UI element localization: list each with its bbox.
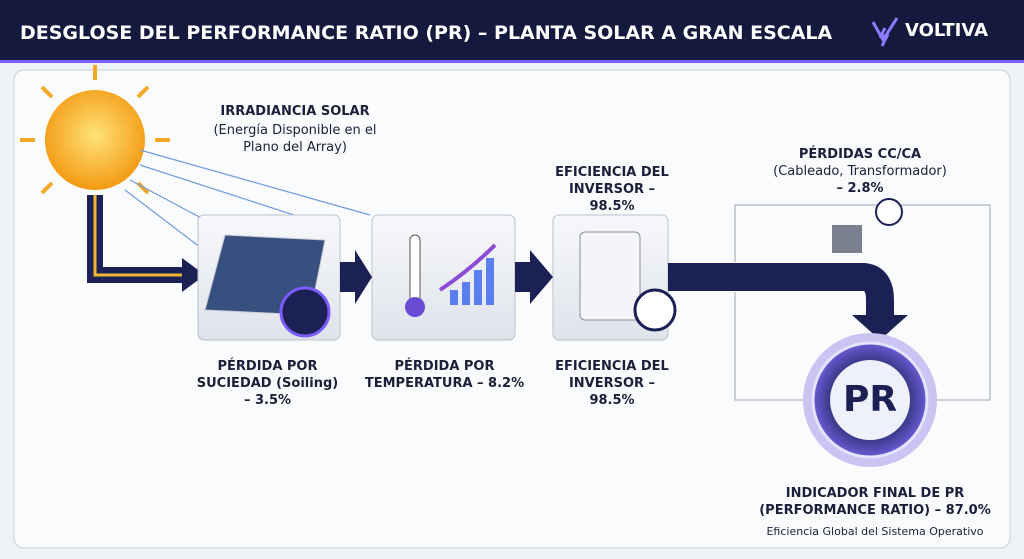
pr-subtitle: Eficiencia Global del Sistema Operativo <box>766 525 984 538</box>
arrows <box>340 250 553 304</box>
pr-title: INDICADOR FINAL DE PR (PERFORMANCE RATIO… <box>759 486 991 518</box>
title: DESGLOSE DEL PERFORMANCE RATIO (PR) – PL… <box>20 22 833 44</box>
flow-arrow <box>668 263 894 320</box>
brand-logo <box>871 17 899 47</box>
efficiency-icon <box>633 288 677 332</box>
arrow-glow <box>93 195 185 277</box>
sun <box>45 90 145 190</box>
inverter-bottom-label: EFICIENCIA DEL INVERSOR – 98.5% <box>555 359 669 408</box>
dc-ac-value: – 2.8% <box>836 181 884 196</box>
header-bar <box>0 0 1024 62</box>
inverter <box>579 231 641 321</box>
thermometer-bulb <box>405 297 425 317</box>
transformer <box>832 225 862 253</box>
pr-core <box>830 360 910 440</box>
trend-arrow <box>438 243 497 292</box>
dc-ac-frame <box>734 204 991 401</box>
gauge <box>279 286 331 338</box>
down-icon <box>875 198 903 226</box>
irradiance-subtitle: (Energía Disponible en el Plano del Arra… <box>213 123 377 155</box>
irradiance-title: IRRADIANCIA SOLAR <box>220 104 370 119</box>
pr-badge: PR <box>842 379 898 420</box>
header-line <box>0 60 1024 63</box>
thermometer <box>409 234 421 306</box>
dc-ac-subtitle: (Cableado, Transformador) <box>773 164 947 179</box>
dc-ac-title: PÉRDIDAS CC/CA <box>798 147 922 162</box>
arrow-head <box>182 258 205 292</box>
inverter-top-label: EFICIENCIA DEL INVERSOR – 98.5% <box>555 165 669 214</box>
bars-icon <box>450 258 494 305</box>
soiling-label: PÉRDIDA POR SUCIEDAD (Soiling) – 3.5% <box>196 359 339 408</box>
temperature-label: PÉRDIDA POR TEMPERATURA – 8.2% <box>364 359 525 391</box>
brand: VOLTIVA <box>905 20 989 41</box>
arrow-head <box>852 315 908 340</box>
